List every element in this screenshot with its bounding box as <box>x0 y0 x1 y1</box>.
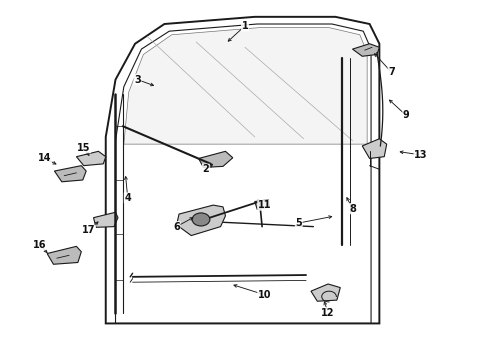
Polygon shape <box>176 205 225 235</box>
Polygon shape <box>76 151 106 166</box>
Polygon shape <box>311 284 340 301</box>
Text: 1: 1 <box>242 21 248 31</box>
Text: 2: 2 <box>202 164 209 174</box>
Text: 13: 13 <box>414 150 428 160</box>
Polygon shape <box>54 166 86 182</box>
Polygon shape <box>47 246 81 264</box>
Polygon shape <box>124 28 367 144</box>
Text: 3: 3 <box>134 75 141 85</box>
Text: 5: 5 <box>295 218 302 228</box>
Text: 15: 15 <box>77 143 91 153</box>
Polygon shape <box>198 151 233 167</box>
Circle shape <box>192 213 210 226</box>
Text: 16: 16 <box>33 239 47 249</box>
Text: 10: 10 <box>258 290 271 300</box>
Text: 14: 14 <box>38 153 51 163</box>
Polygon shape <box>94 212 118 227</box>
Polygon shape <box>362 139 387 158</box>
Text: 7: 7 <box>388 67 395 77</box>
Text: 9: 9 <box>403 111 410 121</box>
Text: 6: 6 <box>173 222 180 231</box>
Text: 17: 17 <box>82 225 96 235</box>
Text: 8: 8 <box>349 204 356 214</box>
Polygon shape <box>352 44 379 56</box>
Text: 4: 4 <box>124 193 131 203</box>
Text: 12: 12 <box>321 308 335 318</box>
Text: 11: 11 <box>258 200 271 210</box>
Polygon shape <box>255 200 270 210</box>
